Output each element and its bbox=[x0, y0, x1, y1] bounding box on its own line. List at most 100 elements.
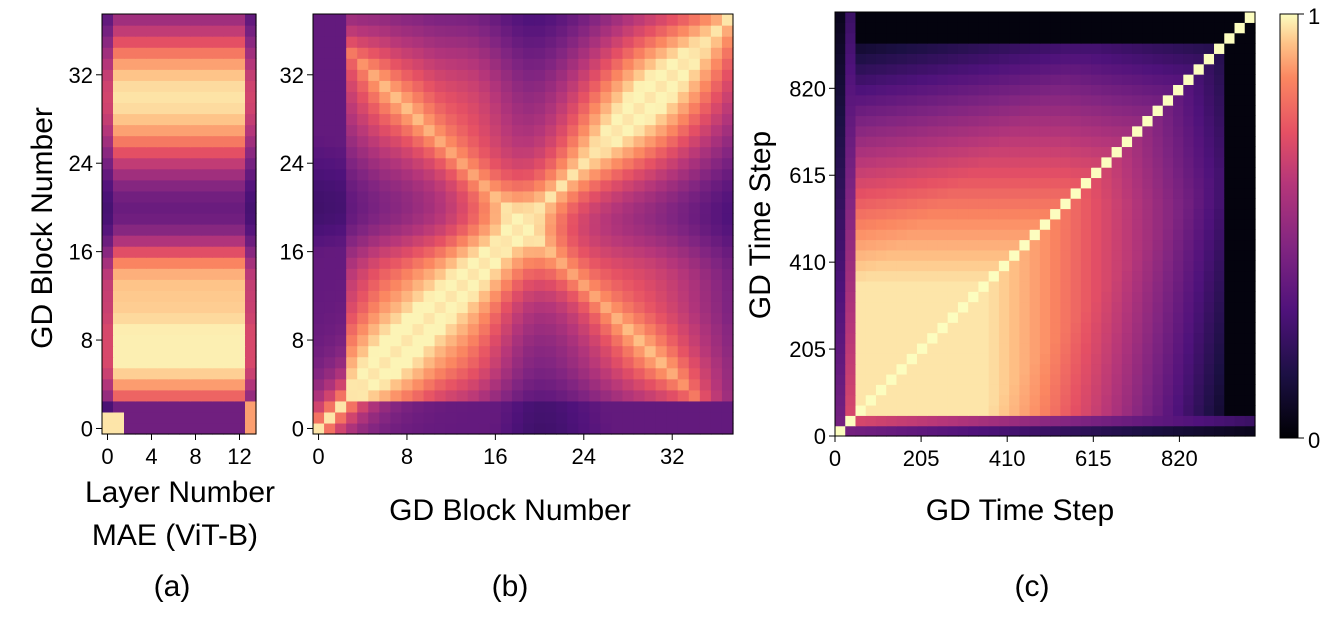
heatmap-cell bbox=[916, 43, 928, 54]
heatmap-cell bbox=[223, 179, 235, 192]
heatmap-cell bbox=[379, 146, 391, 159]
heatmap-cell bbox=[1009, 218, 1020, 230]
heatmap-cell bbox=[721, 400, 734, 413]
heatmap-cell bbox=[677, 201, 690, 214]
heatmap-cell bbox=[644, 190, 657, 203]
heatmap-cell bbox=[600, 201, 613, 214]
heatmap-cell bbox=[688, 201, 701, 214]
heatmap-cell bbox=[1111, 280, 1123, 292]
heatmap-cell bbox=[633, 47, 646, 59]
heatmap-cell bbox=[906, 322, 918, 334]
heatmap-cell bbox=[1203, 301, 1215, 313]
heatmap-cell bbox=[600, 69, 613, 81]
heatmap-cell bbox=[467, 279, 480, 291]
heatmap-cell bbox=[1152, 208, 1164, 220]
heatmap-cell bbox=[937, 22, 949, 34]
heatmap-cell bbox=[710, 179, 723, 192]
heatmap-cell bbox=[906, 239, 918, 251]
heatmap-cell bbox=[423, 102, 436, 115]
heatmap-cell bbox=[865, 394, 877, 406]
heatmap-cell bbox=[666, 268, 679, 280]
heatmap-cell bbox=[1121, 84, 1133, 96]
heatmap-cell bbox=[1009, 156, 1020, 168]
heatmap-cell bbox=[1234, 146, 1246, 158]
heatmap-cell bbox=[988, 32, 1000, 44]
heatmap-cell bbox=[467, 334, 480, 347]
heatmap-cell bbox=[677, 212, 690, 225]
heatmap-cell bbox=[390, 157, 403, 170]
heatmap-cell bbox=[1132, 94, 1143, 106]
heatmap-cell bbox=[1162, 332, 1174, 344]
heatmap-cell bbox=[179, 146, 191, 159]
heatmap-cell bbox=[445, 69, 458, 81]
heatmap-cell bbox=[927, 394, 939, 406]
heatmap-cell bbox=[1050, 156, 1061, 168]
heatmap-cell bbox=[578, 102, 590, 115]
heatmap-cell bbox=[589, 422, 601, 435]
heatmap-cell bbox=[886, 94, 898, 106]
heatmap-cell bbox=[1132, 394, 1143, 406]
heatmap-cell bbox=[445, 157, 458, 170]
heatmap-cell bbox=[478, 301, 491, 314]
heatmap-cell bbox=[368, 157, 380, 170]
heatmap-cell bbox=[313, 135, 325, 148]
heatmap-cell bbox=[135, 25, 147, 37]
heatmap-cell bbox=[346, 422, 358, 435]
heatmap-cell bbox=[234, 400, 246, 413]
heatmap-cell bbox=[710, 135, 723, 148]
heatmap-cell bbox=[721, 290, 734, 302]
heatmap-cell bbox=[324, 201, 336, 214]
heatmap-cell bbox=[589, 257, 601, 269]
heatmap-cell bbox=[1203, 74, 1215, 85]
heatmap-cell bbox=[1050, 177, 1061, 189]
heatmap-cell bbox=[346, 411, 358, 424]
heatmap-cell bbox=[1029, 177, 1041, 189]
heatmap-cell bbox=[1203, 198, 1215, 210]
heatmap-cell bbox=[179, 124, 191, 137]
heatmap-cell bbox=[988, 146, 1000, 158]
heatmap-cell bbox=[124, 411, 136, 424]
heatmap-cell bbox=[124, 312, 136, 325]
heatmap-cell bbox=[947, 311, 959, 323]
panel-a-xlabel: Layer Number bbox=[85, 476, 275, 509]
heatmap-cell bbox=[1029, 404, 1041, 416]
heatmap-cell bbox=[1070, 177, 1082, 189]
heatmap-cell bbox=[368, 268, 380, 280]
heatmap-cell bbox=[655, 36, 668, 48]
heatmap-cell bbox=[124, 69, 136, 81]
heatmap-cell bbox=[146, 422, 158, 435]
heatmap-cell bbox=[998, 415, 1010, 427]
heatmap-cell bbox=[978, 53, 990, 65]
heatmap-cell bbox=[865, 115, 877, 127]
heatmap-cell bbox=[313, 14, 325, 26]
heatmap-cell bbox=[135, 157, 147, 170]
heatmap-cell bbox=[357, 367, 369, 380]
heatmap-cell bbox=[865, 177, 877, 189]
heatmap-cell bbox=[1234, 22, 1246, 34]
heatmap-cell bbox=[1132, 229, 1143, 241]
heatmap-cell bbox=[124, 246, 136, 258]
heatmap-cell bbox=[390, 168, 403, 181]
heatmap-cell bbox=[896, 115, 908, 127]
heatmap-cell bbox=[1029, 301, 1041, 313]
heatmap-cell bbox=[234, 212, 246, 225]
panel-a-xlabel-line2: MAE (ViT-B) bbox=[92, 519, 258, 552]
heatmap-cell bbox=[835, 198, 846, 210]
heatmap-cell bbox=[1050, 22, 1061, 34]
heatmap-cell bbox=[845, 43, 857, 54]
heatmap-cell bbox=[927, 373, 939, 385]
heatmap-cell bbox=[556, 400, 568, 413]
heatmap-cell bbox=[886, 187, 898, 199]
heatmap-cell bbox=[168, 323, 180, 336]
heatmap-cell bbox=[245, 135, 257, 148]
heatmap-cell bbox=[511, 400, 524, 413]
heatmap-cell bbox=[978, 218, 990, 230]
heatmap-cell bbox=[896, 270, 908, 282]
heatmap-cell bbox=[957, 63, 969, 75]
heatmap-cell bbox=[1121, 280, 1133, 292]
heatmap-cell bbox=[1203, 208, 1215, 220]
heatmap-cell bbox=[534, 14, 546, 26]
heatmap-cell bbox=[179, 367, 191, 380]
heatmap-cell bbox=[835, 43, 846, 54]
heatmap-cell bbox=[523, 212, 535, 225]
